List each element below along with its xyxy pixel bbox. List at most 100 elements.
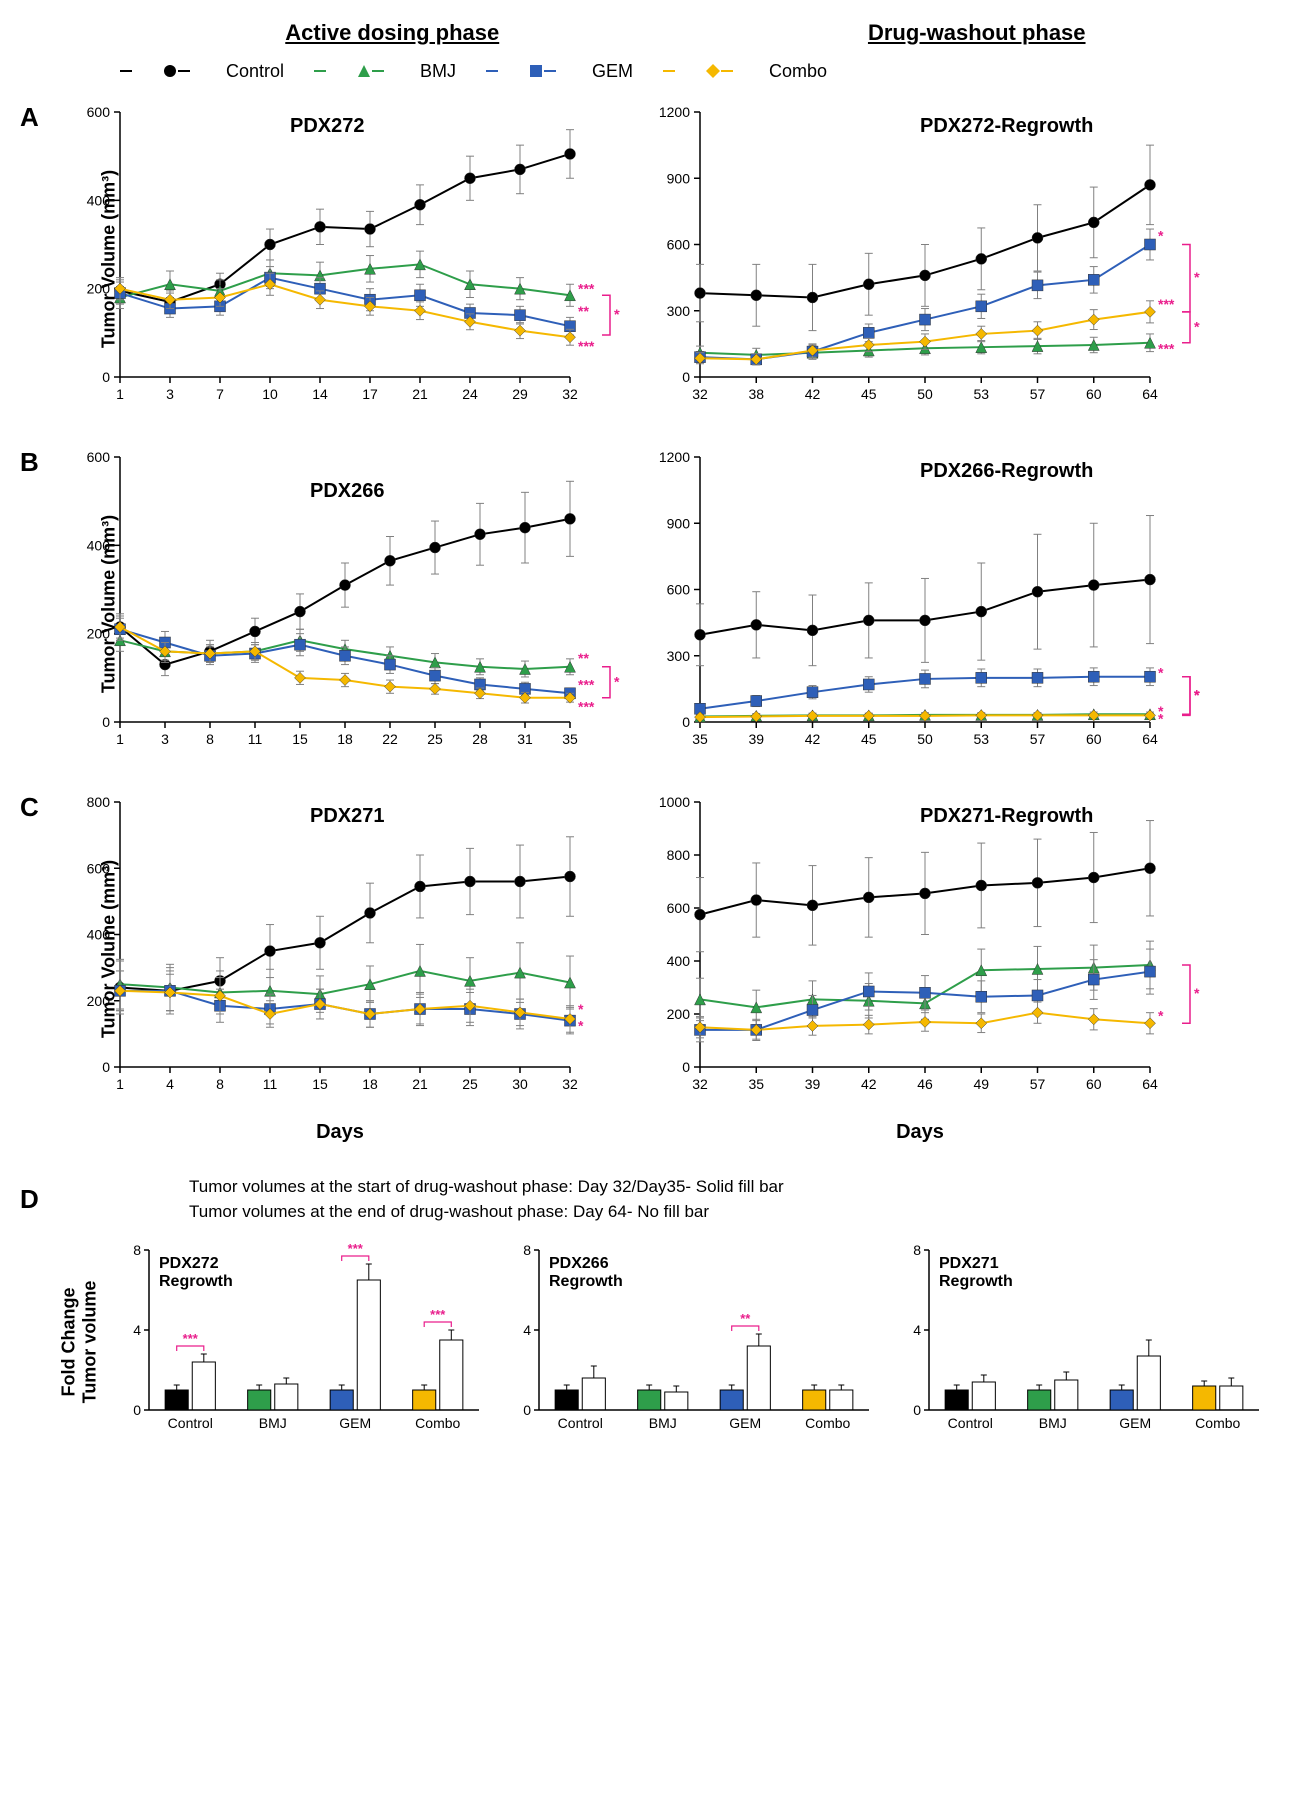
svg-text:42: 42 xyxy=(805,731,821,747)
svg-text:1: 1 xyxy=(116,1076,124,1092)
line-chart: 02004006008001000323539424649576064PDX27… xyxy=(640,782,1200,1112)
svg-text:10: 10 xyxy=(262,386,278,402)
line-chart: 03006009001200353942455053576064PDX266-R… xyxy=(640,437,1200,767)
svg-text:8: 8 xyxy=(216,1076,224,1092)
svg-text:Combo: Combo xyxy=(415,1415,460,1431)
panel-label: C xyxy=(20,782,60,823)
svg-text:0: 0 xyxy=(913,1402,921,1418)
svg-text:53: 53 xyxy=(973,731,989,747)
svg-text:BMJ: BMJ xyxy=(1039,1415,1067,1431)
svg-text:53: 53 xyxy=(973,386,989,402)
svg-text:64: 64 xyxy=(1142,1076,1158,1092)
svg-text:800: 800 xyxy=(667,847,691,863)
svg-text:GEM: GEM xyxy=(1119,1415,1151,1431)
svg-text:**: ** xyxy=(1194,269,1200,285)
svg-text:0: 0 xyxy=(682,1059,690,1075)
svg-text:32: 32 xyxy=(692,1076,708,1092)
svg-text:32: 32 xyxy=(692,386,708,402)
svg-text:31: 31 xyxy=(517,731,533,747)
svg-text:*: * xyxy=(1158,702,1164,718)
svg-text:Regrowth: Regrowth xyxy=(549,1273,623,1290)
svg-text:0: 0 xyxy=(102,369,110,385)
legend-item: Combo xyxy=(663,61,827,82)
svg-text:39: 39 xyxy=(748,731,764,747)
bar-chart: 048Control***BMJGEM***Combo***PDX272Regr… xyxy=(109,1235,489,1445)
svg-text:PDX266: PDX266 xyxy=(549,1255,609,1272)
svg-text:1200: 1200 xyxy=(659,449,690,465)
svg-text:4: 4 xyxy=(166,1076,174,1092)
svg-text:0: 0 xyxy=(133,1402,141,1418)
line-chart: 020040060013710141721242932PDX272*******… xyxy=(60,92,620,422)
svg-text:42: 42 xyxy=(805,386,821,402)
svg-text:**: ** xyxy=(578,302,589,318)
svg-text:PDX271: PDX271 xyxy=(939,1255,999,1272)
svg-text:1000: 1000 xyxy=(659,794,690,810)
svg-text:0: 0 xyxy=(682,369,690,385)
panel-label: A xyxy=(20,92,60,133)
svg-text:38: 38 xyxy=(748,386,764,402)
svg-text:25: 25 xyxy=(427,731,443,747)
svg-text:*: * xyxy=(1158,227,1164,243)
svg-text:25: 25 xyxy=(462,1076,478,1092)
svg-text:45: 45 xyxy=(861,731,877,747)
legend: ControlBMJGEMCombo xyxy=(120,56,1269,82)
svg-text:PDX266-Regrowth: PDX266-Regrowth xyxy=(920,460,1093,482)
svg-text:35: 35 xyxy=(748,1076,764,1092)
svg-text:200: 200 xyxy=(667,1006,691,1022)
svg-text:57: 57 xyxy=(1030,1076,1046,1092)
svg-text:28: 28 xyxy=(472,731,488,747)
svg-text:PDX272: PDX272 xyxy=(159,1255,219,1272)
y-axis-label: Tumor Volume (mm³) xyxy=(99,860,120,1038)
svg-text:0: 0 xyxy=(102,1059,110,1075)
svg-text:*: * xyxy=(1158,664,1164,680)
svg-text:400: 400 xyxy=(667,953,691,969)
svg-text:1200: 1200 xyxy=(659,104,690,120)
svg-text:PDX271-Regrowth: PDX271-Regrowth xyxy=(920,805,1093,827)
line-chart: 02004006001381115182225283135PDX266*****… xyxy=(60,437,620,767)
svg-text:300: 300 xyxy=(667,302,691,318)
svg-text:22: 22 xyxy=(382,731,398,747)
svg-text:***: *** xyxy=(1194,687,1200,703)
svg-text:GEM: GEM xyxy=(729,1415,761,1431)
svg-text:32: 32 xyxy=(562,1076,578,1092)
svg-text:*: * xyxy=(578,1017,584,1033)
header-left: Active dosing phase xyxy=(100,20,685,46)
svg-text:11: 11 xyxy=(263,1076,278,1092)
svg-text:18: 18 xyxy=(337,731,353,747)
svg-text:*: * xyxy=(614,673,620,689)
svg-text:800: 800 xyxy=(87,794,111,810)
svg-text:1: 1 xyxy=(116,731,124,747)
svg-text:**: ** xyxy=(578,649,589,665)
svg-text:46: 46 xyxy=(917,1076,933,1092)
svg-text:50: 50 xyxy=(917,731,933,747)
svg-text:60: 60 xyxy=(1086,731,1102,747)
svg-text:32: 32 xyxy=(562,386,578,402)
svg-text:Control: Control xyxy=(948,1415,993,1431)
svg-text:Combo: Combo xyxy=(1195,1415,1240,1431)
svg-text:***: *** xyxy=(348,1241,364,1256)
y-axis-label: Tumor Volume (mm³) xyxy=(99,515,120,693)
svg-text:17: 17 xyxy=(362,386,378,402)
svg-text:600: 600 xyxy=(667,900,691,916)
svg-text:45: 45 xyxy=(861,386,877,402)
svg-text:4: 4 xyxy=(523,1322,531,1338)
svg-text:*: * xyxy=(1158,1007,1164,1023)
svg-text:15: 15 xyxy=(312,1076,328,1092)
svg-text:4: 4 xyxy=(133,1322,141,1338)
svg-text:**: ** xyxy=(1194,318,1200,334)
svg-text:24: 24 xyxy=(462,386,478,402)
svg-text:64: 64 xyxy=(1142,731,1158,747)
svg-text:3: 3 xyxy=(166,386,174,402)
svg-text:49: 49 xyxy=(973,1076,989,1092)
svg-text:8: 8 xyxy=(913,1242,921,1258)
svg-text:***: *** xyxy=(614,306,620,322)
svg-text:3: 3 xyxy=(161,731,169,747)
panel-label: B xyxy=(20,437,60,478)
svg-text:30: 30 xyxy=(512,1076,528,1092)
svg-text:GEM: GEM xyxy=(339,1415,371,1431)
svg-text:64: 64 xyxy=(1142,386,1158,402)
panel-d-caption-1: Tumor volumes at the start of drug-washo… xyxy=(189,1174,1269,1200)
svg-text:600: 600 xyxy=(87,449,111,465)
header-right: Drug-washout phase xyxy=(685,20,1270,46)
svg-text:8: 8 xyxy=(133,1242,141,1258)
